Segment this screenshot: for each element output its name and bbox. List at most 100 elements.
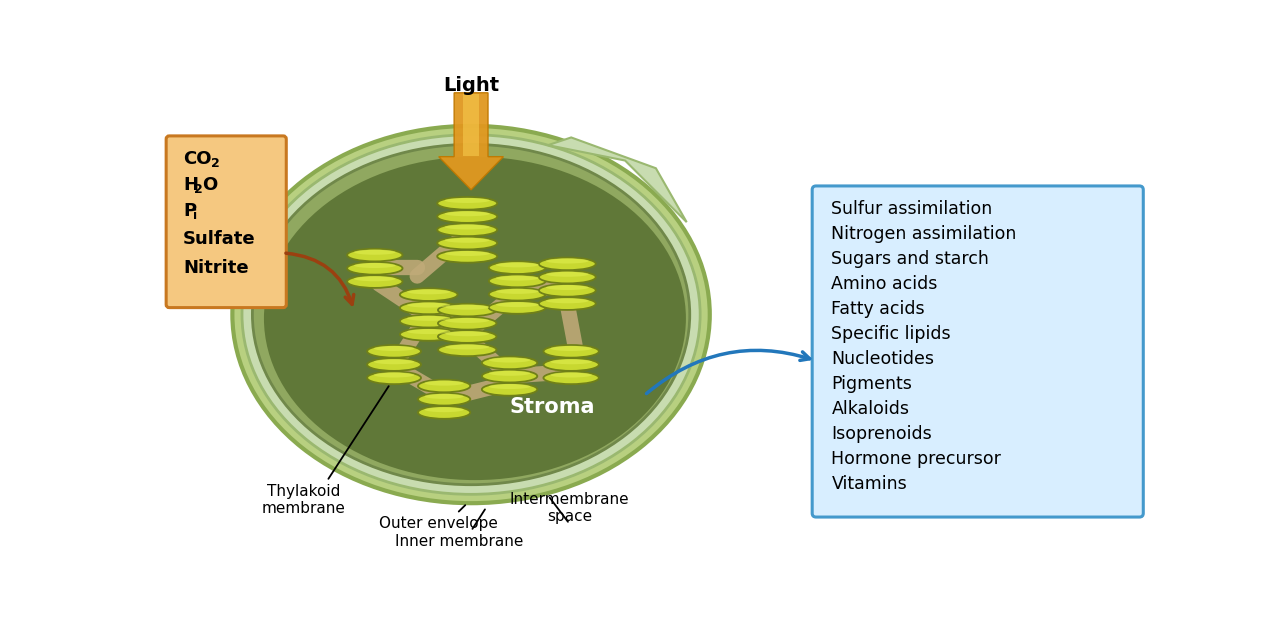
Ellipse shape [425, 380, 464, 386]
Text: O: O [202, 176, 217, 194]
Ellipse shape [354, 276, 395, 281]
Ellipse shape [489, 357, 531, 363]
Ellipse shape [233, 126, 710, 503]
Ellipse shape [482, 356, 537, 369]
Text: Sugars and starch: Sugars and starch [831, 250, 990, 268]
Ellipse shape [445, 331, 489, 336]
Text: H: H [183, 176, 198, 194]
Text: Fatty acids: Fatty acids [831, 300, 925, 318]
Text: Thylakoid
membrane: Thylakoid membrane [262, 386, 389, 516]
Ellipse shape [373, 346, 414, 351]
Text: P: P [183, 202, 196, 221]
Ellipse shape [400, 328, 458, 341]
Ellipse shape [418, 406, 471, 419]
Ellipse shape [496, 302, 538, 307]
Text: i: i [193, 209, 197, 222]
Ellipse shape [418, 380, 471, 392]
Text: Specific lipids: Specific lipids [831, 325, 952, 343]
Ellipse shape [445, 238, 490, 243]
Ellipse shape [546, 258, 588, 264]
Ellipse shape [407, 329, 450, 334]
Ellipse shape [418, 393, 471, 406]
Ellipse shape [538, 270, 596, 283]
Ellipse shape [437, 224, 498, 236]
Ellipse shape [437, 304, 496, 317]
Ellipse shape [373, 372, 414, 377]
Ellipse shape [373, 359, 414, 364]
Ellipse shape [354, 263, 395, 268]
Ellipse shape [407, 315, 450, 321]
Polygon shape [549, 137, 687, 222]
Ellipse shape [546, 298, 588, 303]
Text: Inner membrane: Inner membrane [395, 509, 523, 549]
Text: Pigments: Pigments [831, 375, 912, 393]
Ellipse shape [538, 297, 596, 310]
Text: Nucleotides: Nucleotides [831, 350, 935, 368]
Ellipse shape [400, 301, 458, 314]
Ellipse shape [437, 317, 496, 330]
Text: Sulfate: Sulfate [183, 230, 256, 248]
Ellipse shape [445, 305, 489, 310]
Ellipse shape [445, 344, 489, 349]
Ellipse shape [400, 315, 458, 327]
Ellipse shape [445, 198, 490, 203]
Polygon shape [439, 93, 504, 190]
Text: Outer envelope: Outer envelope [380, 505, 498, 532]
Text: Alkaloids: Alkaloids [831, 400, 909, 418]
Ellipse shape [367, 358, 421, 371]
Ellipse shape [489, 262, 546, 274]
Ellipse shape [544, 358, 599, 371]
Ellipse shape [407, 303, 450, 308]
Ellipse shape [347, 249, 403, 262]
Ellipse shape [496, 276, 538, 281]
Ellipse shape [425, 407, 464, 412]
Ellipse shape [445, 224, 490, 229]
Ellipse shape [482, 383, 537, 396]
Ellipse shape [347, 276, 403, 288]
Ellipse shape [347, 262, 403, 275]
Ellipse shape [400, 288, 458, 301]
Text: Light: Light [443, 76, 499, 95]
Ellipse shape [538, 258, 596, 270]
Text: Intermembrane
space: Intermembrane space [510, 492, 629, 524]
Ellipse shape [489, 288, 546, 301]
Ellipse shape [367, 372, 421, 384]
Text: CO: CO [183, 150, 211, 168]
Ellipse shape [489, 384, 531, 389]
Ellipse shape [263, 157, 686, 480]
Ellipse shape [496, 289, 538, 294]
Ellipse shape [437, 210, 498, 223]
FancyBboxPatch shape [166, 136, 286, 308]
Ellipse shape [354, 250, 395, 255]
Ellipse shape [546, 285, 588, 290]
Ellipse shape [482, 370, 537, 382]
Ellipse shape [445, 211, 490, 216]
Text: 2: 2 [211, 157, 220, 170]
Ellipse shape [544, 372, 599, 384]
Text: Amino acids: Amino acids [831, 275, 938, 293]
Ellipse shape [367, 345, 421, 358]
Ellipse shape [546, 272, 588, 277]
Ellipse shape [437, 344, 496, 356]
Text: Vitamins: Vitamins [831, 475, 907, 494]
Ellipse shape [242, 135, 700, 494]
Ellipse shape [496, 262, 538, 267]
Ellipse shape [437, 197, 498, 210]
Text: Isoprenoids: Isoprenoids [831, 425, 932, 443]
FancyBboxPatch shape [812, 186, 1143, 517]
Text: Hormone precursor: Hormone precursor [831, 451, 1001, 468]
Ellipse shape [445, 318, 489, 323]
Ellipse shape [252, 144, 689, 485]
Ellipse shape [550, 359, 592, 364]
Ellipse shape [437, 250, 498, 263]
Text: Nitrogen assimilation: Nitrogen assimilation [831, 225, 1017, 243]
Ellipse shape [550, 372, 592, 377]
Text: Nitrite: Nitrite [183, 259, 248, 277]
Ellipse shape [489, 370, 531, 376]
Ellipse shape [544, 345, 599, 358]
Ellipse shape [538, 284, 596, 296]
FancyArrowPatch shape [646, 350, 810, 394]
Polygon shape [463, 94, 478, 156]
Ellipse shape [437, 237, 498, 250]
Ellipse shape [489, 301, 546, 313]
